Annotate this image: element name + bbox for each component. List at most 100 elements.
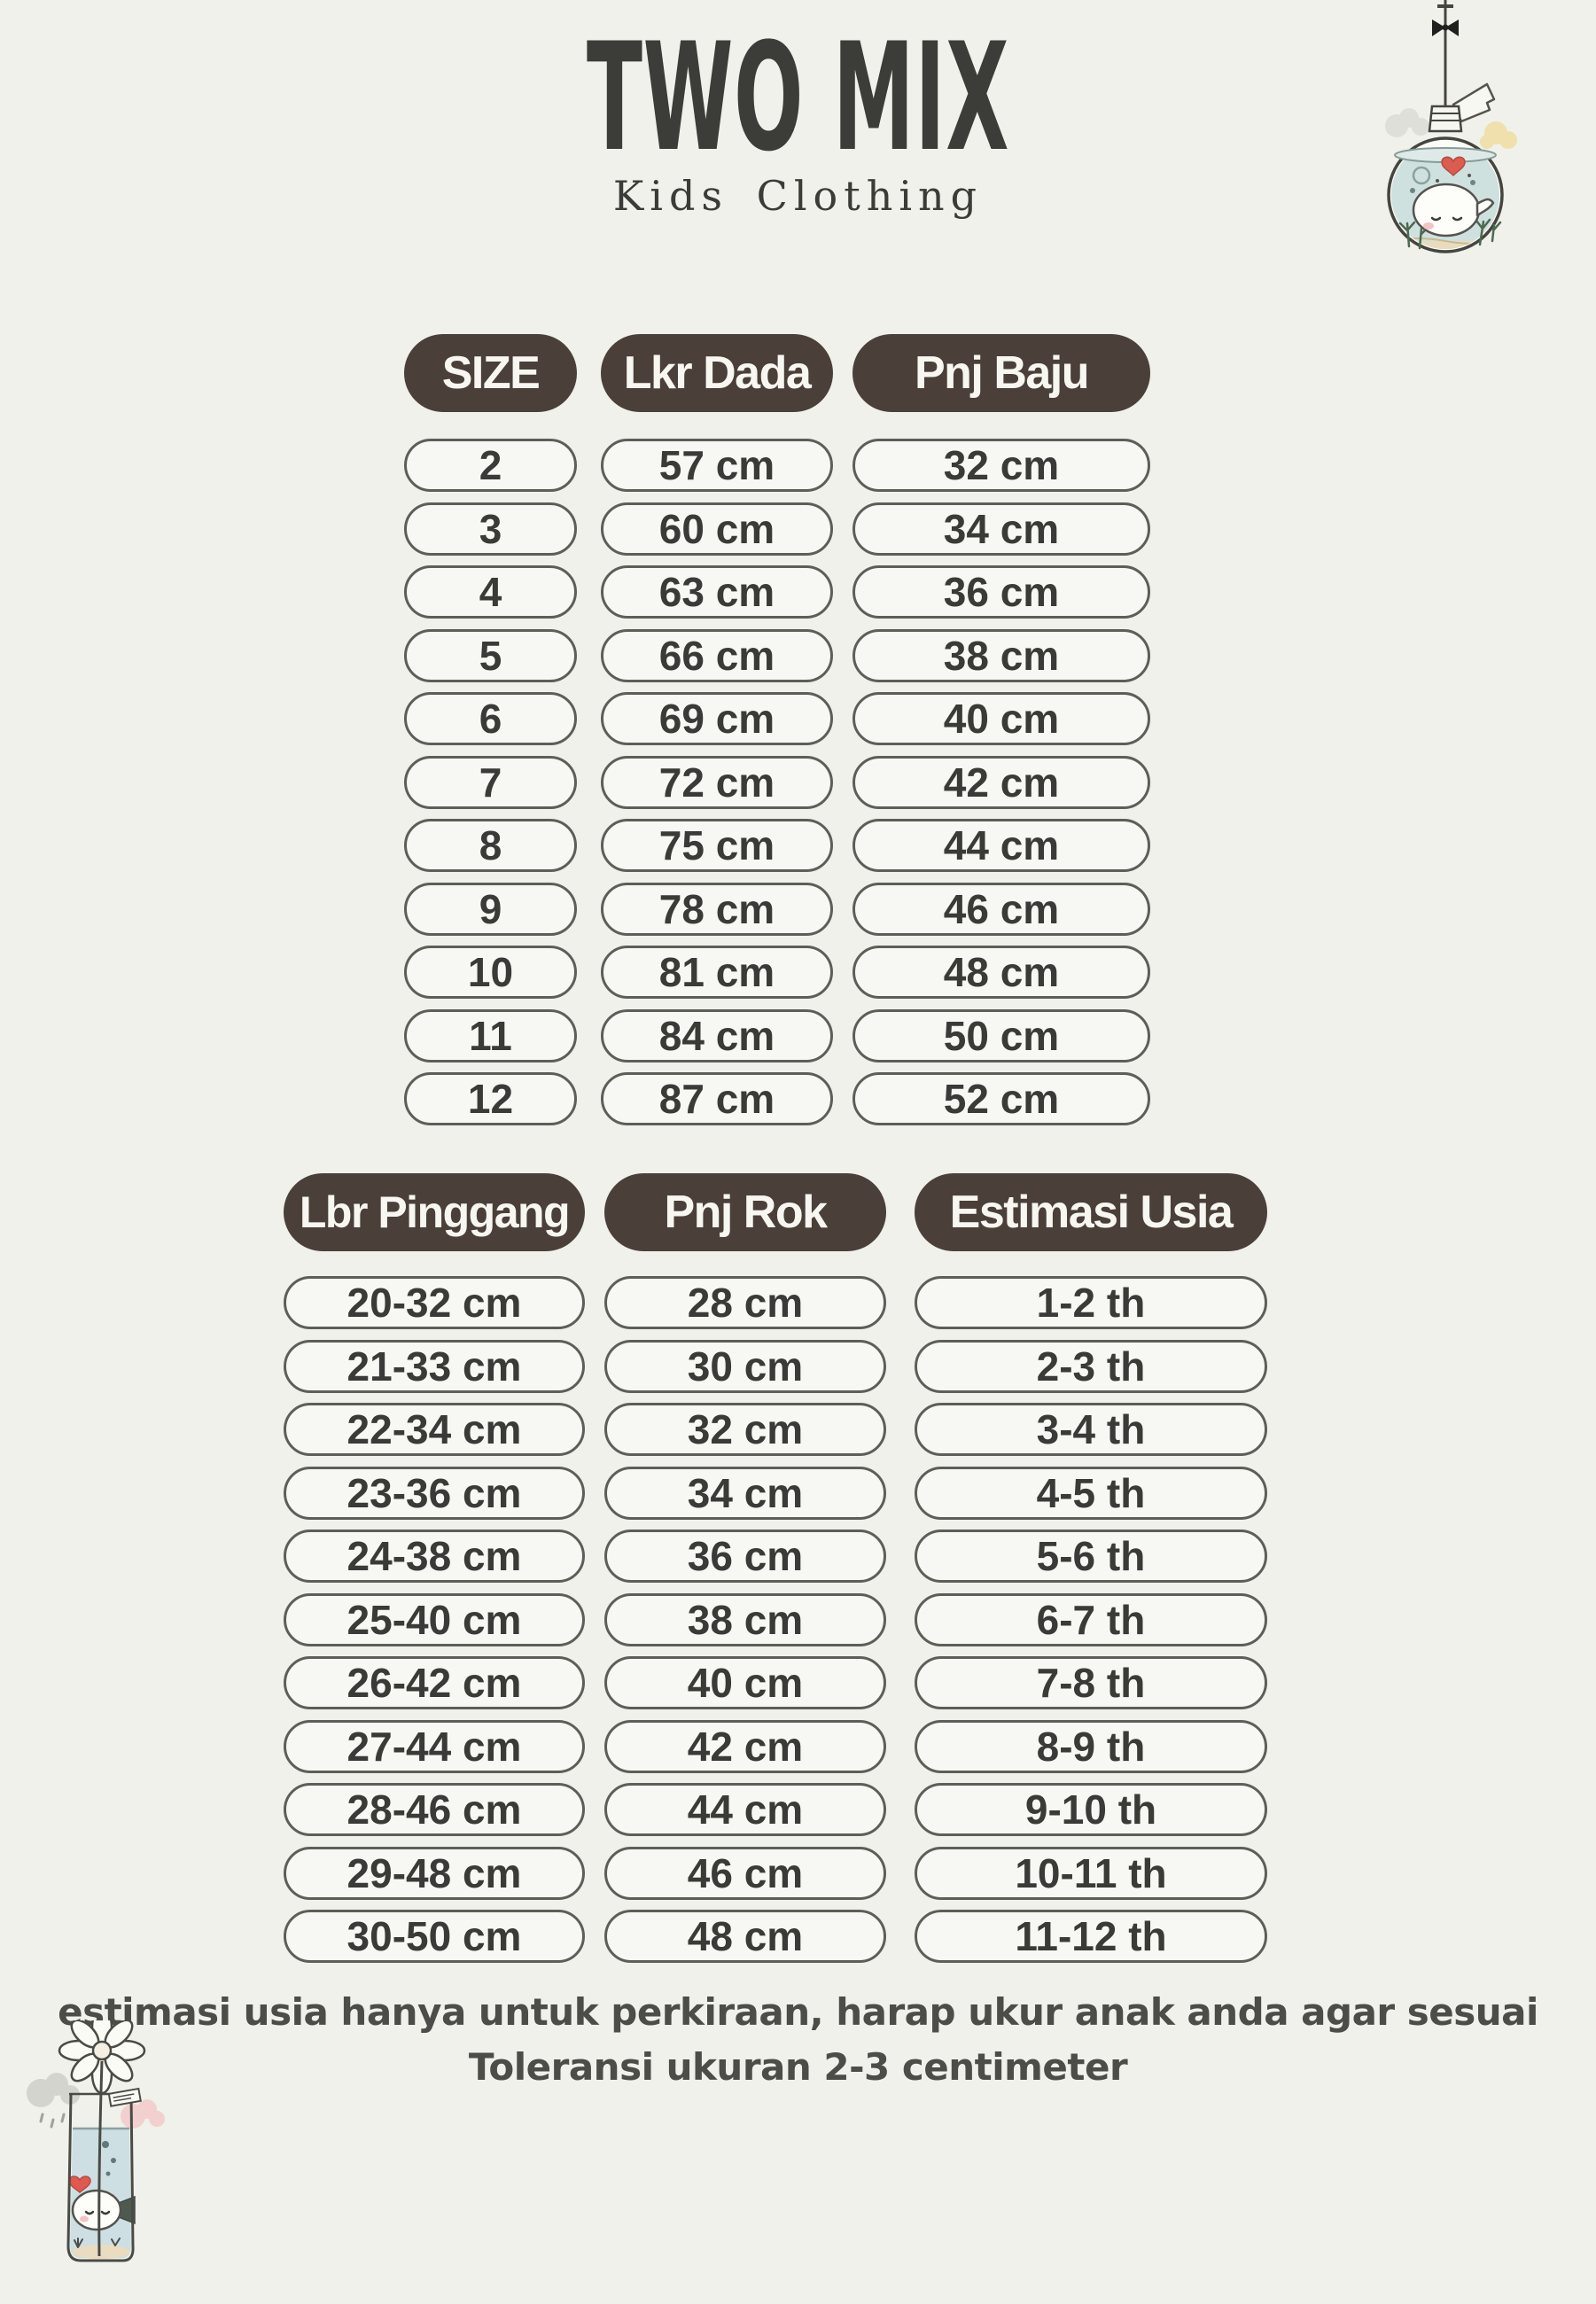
bowl-sand <box>1391 241 1499 249</box>
table-cell-lbr-pinggang: 26-42 cm <box>284 1656 585 1709</box>
table-row: 26-42 cm 40 cm 7-8 th <box>0 1656 1596 1709</box>
bubble <box>102 2141 109 2148</box>
table-cell-size: 12 <box>404 1072 577 1125</box>
table-cell-pnj-rok: 46 cm <box>604 1846 886 1900</box>
sparkle-dot <box>1436 179 1439 183</box>
vase-tag <box>107 2087 142 2107</box>
table-cell-estimasi-usia: 11-12 th <box>915 1910 1267 1963</box>
table-cell-size: 9 <box>404 882 577 936</box>
cloud-blob-gray <box>27 2073 80 2107</box>
table-cell-estimasi-usia: 10-11 th <box>915 1846 1267 1900</box>
table-cell-estimasi-usia: 8-9 th <box>915 1719 1267 1773</box>
table-row: 5 66 cm 38 cm <box>0 628 1596 682</box>
table-cell-lbr-pinggang: 27-44 cm <box>284 1719 585 1773</box>
table-row: 22-34 cm 32 cm 3-4 th <box>0 1403 1596 1456</box>
table-cell-pnj-rok: 48 cm <box>604 1910 886 1963</box>
table-cell-lkr-dada: 84 cm <box>601 1008 833 1062</box>
table-cell-lbr-pinggang: 30-50 cm <box>284 1910 585 1963</box>
size-chart-table-top: 2 57 cm 32 cm 3 60 cm 34 cm 4 63 cm 36 c… <box>0 439 1596 1125</box>
table-cell-size: 4 <box>404 565 577 619</box>
table-cell-size: 11 <box>404 1008 577 1062</box>
vase-glass <box>66 2093 135 2262</box>
table-row: 20-32 cm 28 cm 1-2 th <box>0 1276 1596 1329</box>
table-cell-pnj-baju: 38 cm <box>852 628 1150 682</box>
table-row: 9 78 cm 46 cm <box>0 882 1596 936</box>
table-cell-pnj-rok: 36 cm <box>604 1530 886 1583</box>
flower-icon <box>58 2020 146 2095</box>
table-row: 29-48 cm 46 cm 10-11 th <box>0 1846 1596 1900</box>
table-cell-lbr-pinggang: 29-48 cm <box>284 1846 585 1900</box>
cloud-blob-pink <box>121 2099 165 2129</box>
table-cell-lkr-dada: 78 cm <box>601 882 833 936</box>
table-cell-pnj-rok: 32 cm <box>604 1403 886 1456</box>
table-cell-lkr-dada: 69 cm <box>601 692 833 745</box>
table-cell-pnj-baju: 50 cm <box>852 1008 1150 1062</box>
bubble <box>1412 166 1431 185</box>
table-row: 10 81 cm 48 cm <box>0 946 1596 999</box>
column-header-estimasi-usia: Estimasi Usia <box>915 1173 1267 1251</box>
table-cell-pnj-baju: 46 cm <box>852 882 1150 936</box>
table-row: 25-40 cm 38 cm 6-7 th <box>0 1592 1596 1646</box>
table-cell-pnj-baju: 34 cm <box>852 502 1150 556</box>
table-cell-lkr-dada: 57 cm <box>601 439 833 492</box>
table-cell-lkr-dada: 72 cm <box>601 755 833 809</box>
table-cell-estimasi-usia: 3-4 th <box>915 1403 1267 1456</box>
footer-note-line-1: estimasi usia hanya untuk perkiraan, har… <box>58 1990 1538 2034</box>
bulb-neck <box>1428 105 1463 133</box>
table-cell-lkr-dada: 66 cm <box>601 628 833 682</box>
table-cell-lbr-pinggang: 23-36 cm <box>284 1466 585 1520</box>
table-cell-lbr-pinggang: 21-33 cm <box>284 1339 585 1393</box>
table-row: 24-38 cm 36 cm 5-6 th <box>0 1530 1596 1583</box>
fish-icon <box>71 2189 136 2231</box>
table-cell-pnj-baju: 32 cm <box>852 439 1150 492</box>
table-row: 6 69 cm 40 cm <box>0 692 1596 745</box>
vase-sand <box>72 2245 130 2259</box>
table-cell-estimasi-usia: 7-8 th <box>915 1656 1267 1709</box>
brand-title: TWO MIX <box>586 11 1010 184</box>
table-row: 3 60 cm 34 cm <box>0 502 1596 556</box>
cloud-blob-gray <box>1385 108 1429 137</box>
table-row: 28-46 cm 44 cm 9-10 th <box>0 1783 1596 1836</box>
tiny-plants <box>74 2238 121 2248</box>
table-cell-lbr-pinggang: 20-32 cm <box>284 1276 585 1329</box>
column-header-pnj-rok: Pnj Rok <box>604 1173 886 1251</box>
table-cell-size: 7 <box>404 755 577 809</box>
table-cell-estimasi-usia: 1-2 th <box>915 1276 1267 1329</box>
bubble <box>105 2171 111 2176</box>
table-cell-lbr-pinggang: 22-34 cm <box>284 1403 585 1456</box>
table-row: 4 63 cm 36 cm <box>0 565 1596 619</box>
table-cell-lbr-pinggang: 28-46 cm <box>284 1783 585 1836</box>
table-cell-size: 3 <box>404 502 577 556</box>
heart-icon <box>68 2176 91 2193</box>
table-cell-pnj-rok: 38 cm <box>604 1592 886 1646</box>
table-cell-lkr-dada: 63 cm <box>601 565 833 619</box>
hanging-fishbowl-illustration <box>1385 0 1517 253</box>
table-row: 12 87 cm 52 cm <box>0 1072 1596 1125</box>
table-cell-lkr-dada: 60 cm <box>601 502 833 556</box>
table-row: 30-50 cm 48 cm 11-12 th <box>0 1910 1596 1963</box>
table-cell-estimasi-usia: 9-10 th <box>915 1783 1267 1836</box>
table-cell-size: 8 <box>404 819 577 872</box>
table-cell-size: 2 <box>404 439 577 492</box>
table-cell-pnj-rok: 44 cm <box>604 1783 886 1836</box>
table-cell-estimasi-usia: 5-6 th <box>915 1530 1267 1583</box>
column-header-size: SIZE <box>404 334 577 412</box>
table-cell-pnj-baju: 36 cm <box>852 565 1150 619</box>
table-cell-pnj-rok: 40 cm <box>604 1656 886 1709</box>
table-cell-pnj-baju: 42 cm <box>852 755 1150 809</box>
cloud-blob-yellow <box>1480 121 1517 149</box>
table-cell-lkr-dada: 75 cm <box>601 819 833 872</box>
table-row: 21-33 cm 30 cm 2-3 th <box>0 1339 1596 1393</box>
bow-icon <box>1432 19 1459 36</box>
column-header-lbr-pinggang: Lbr Pinggang <box>284 1173 585 1251</box>
seaweed-plants <box>1398 218 1502 250</box>
brand-subtitle: Kids Clothing <box>612 172 984 220</box>
flower-stem <box>97 2060 104 2257</box>
bubble <box>111 2158 116 2163</box>
table-cell-pnj-baju: 48 cm <box>852 946 1150 999</box>
table-cell-pnj-rok: 30 cm <box>604 1339 886 1393</box>
table-cell-size: 5 <box>404 628 577 682</box>
table-row: 23-36 cm 34 cm 4-5 th <box>0 1466 1596 1520</box>
rain-dots <box>39 2113 66 2129</box>
table-cell-pnj-rok: 34 cm <box>604 1466 886 1520</box>
